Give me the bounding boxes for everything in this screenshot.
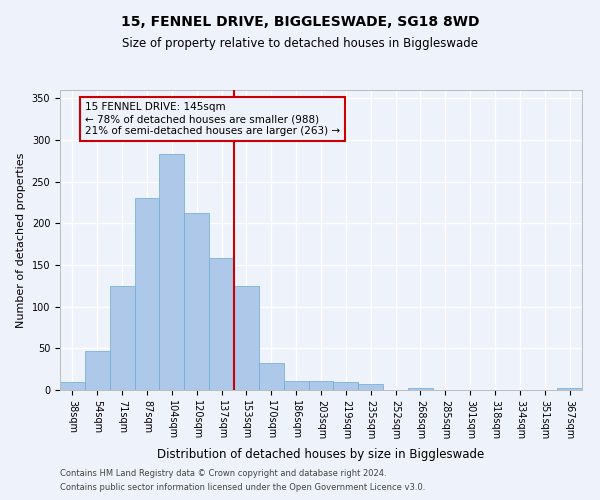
Text: Contains public sector information licensed under the Open Government Licence v3: Contains public sector information licen…	[60, 484, 425, 492]
Y-axis label: Number of detached properties: Number of detached properties	[16, 152, 26, 328]
Text: Size of property relative to detached houses in Biggleswade: Size of property relative to detached ho…	[122, 38, 478, 51]
Bar	[557, 388, 582, 390]
Bar	[209, 258, 234, 390]
Bar	[60, 382, 85, 390]
Bar	[334, 382, 358, 390]
Bar	[308, 381, 334, 390]
Text: 15, FENNEL DRIVE, BIGGLESWADE, SG18 8WD: 15, FENNEL DRIVE, BIGGLESWADE, SG18 8WD	[121, 15, 479, 29]
Bar	[259, 362, 284, 390]
Bar	[134, 198, 160, 390]
Bar	[284, 381, 308, 390]
Bar	[184, 214, 209, 390]
Text: 15 FENNEL DRIVE: 145sqm
← 78% of detached houses are smaller (988)
21% of semi-d: 15 FENNEL DRIVE: 145sqm ← 78% of detache…	[85, 102, 340, 136]
Bar	[110, 286, 134, 390]
Bar	[408, 388, 433, 390]
Bar	[85, 351, 110, 390]
X-axis label: Distribution of detached houses by size in Biggleswade: Distribution of detached houses by size …	[157, 448, 485, 460]
Text: Contains HM Land Registry data © Crown copyright and database right 2024.: Contains HM Land Registry data © Crown c…	[60, 468, 386, 477]
Bar	[160, 154, 184, 390]
Bar	[234, 286, 259, 390]
Bar	[358, 384, 383, 390]
